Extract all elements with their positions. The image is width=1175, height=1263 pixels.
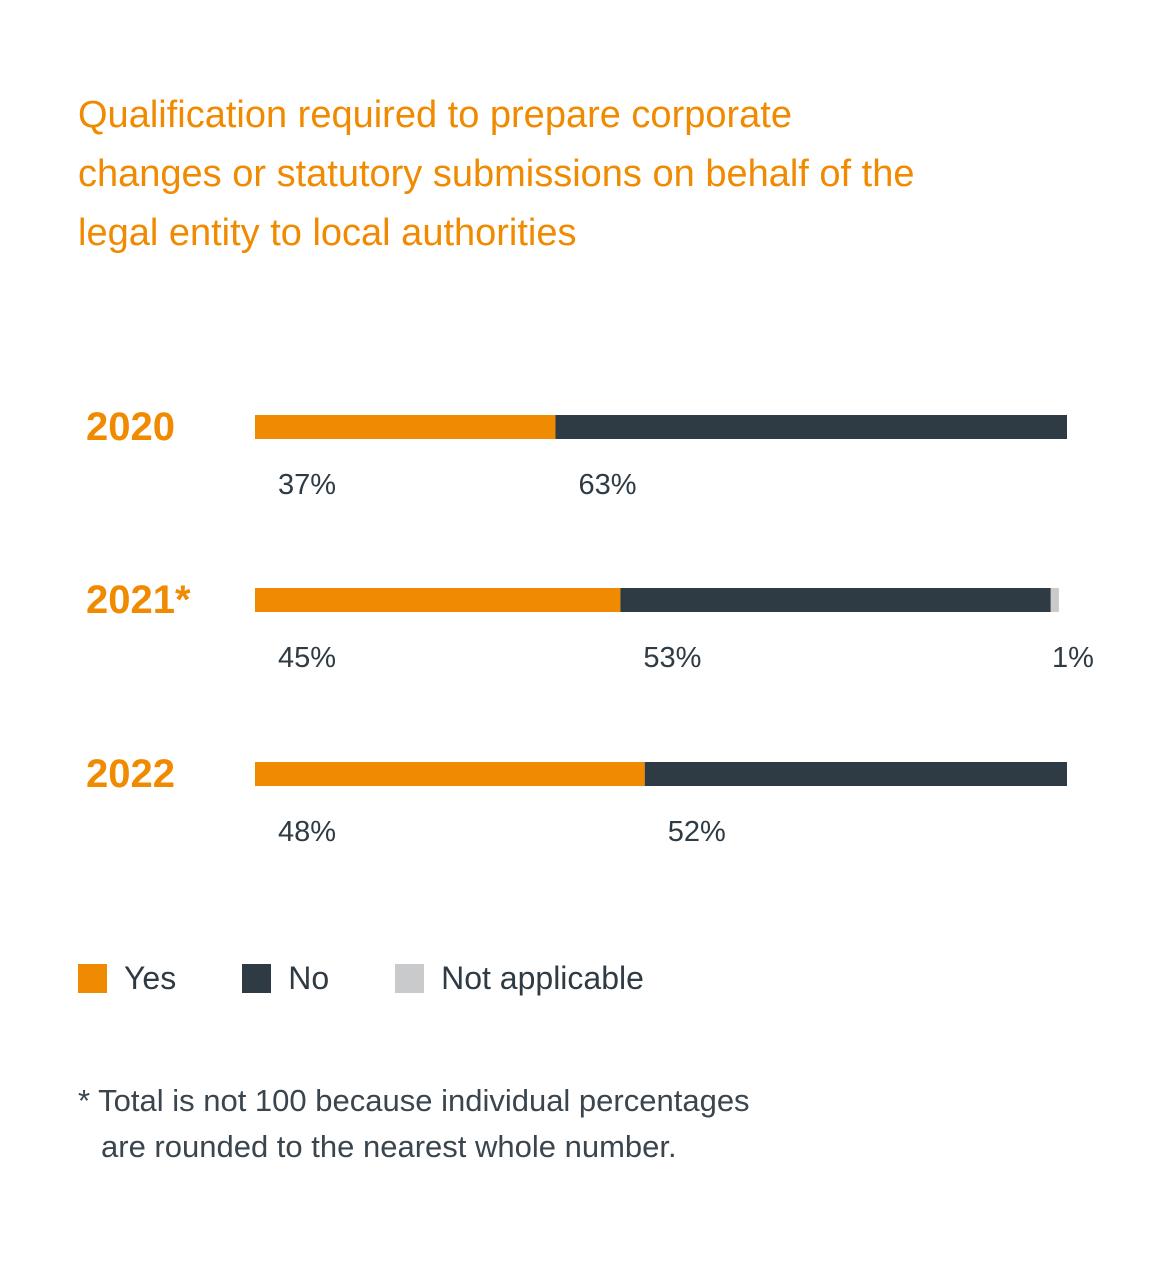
- bar-2020-no: [555, 415, 1067, 439]
- chart-title-line-3: legal entity to local authorities: [78, 212, 577, 254]
- legend-label-yes: Yes: [124, 959, 177, 996]
- legend-swatch-no: [242, 963, 272, 993]
- value-label-2022-no: 52%: [668, 816, 726, 848]
- legend-swatch-not-applicable: [395, 963, 425, 993]
- value-label-2021-yes: 45%: [278, 642, 336, 674]
- bar-2020-yes: [255, 415, 556, 439]
- legend-item-no: No: [242, 960, 329, 997]
- legend: Yes No Not applicable: [78, 958, 710, 998]
- year-label-2020: 2020: [86, 405, 175, 449]
- bar-2022-yes: [255, 762, 645, 786]
- stacked-bar-chart: 2020 37% 63% 2021* 45% 53% 1% 2022 48% 52%: [86, 405, 1094, 848]
- value-label-2021-no: 53%: [643, 642, 701, 674]
- value-label-2020-no: 63%: [578, 469, 636, 501]
- chart-title-line-1: Qualification required to prepare corpor…: [78, 94, 792, 136]
- footnote-line-2: are rounded to the nearest whole number.: [101, 1129, 677, 1164]
- footnote: * Total is not 100 because individual pe…: [78, 1078, 978, 1170]
- legend-swatch-yes: [78, 963, 107, 993]
- bar-2021-not-applicable: [1050, 588, 1059, 612]
- value-label-2022-yes: 48%: [278, 816, 336, 848]
- footnote-line-1: * Total is not 100 because individual pe…: [78, 1083, 750, 1118]
- legend-item-not-applicable: Not applicable: [395, 960, 644, 997]
- bar-2021-yes: [255, 588, 621, 612]
- bar-2021-no: [620, 588, 1051, 612]
- value-label-2021-not-applicable: 1%: [1052, 642, 1094, 674]
- chart-title: Qualification required to prepare corpor…: [78, 86, 1058, 263]
- year-label-2022: 2022: [86, 752, 175, 796]
- bar-2022-no: [644, 762, 1067, 786]
- legend-label-no: No: [288, 959, 330, 996]
- legend-item-yes: Yes: [78, 960, 176, 997]
- legend-label-not-applicable: Not applicable: [441, 959, 644, 996]
- value-label-2020-yes: 37%: [278, 469, 336, 501]
- chart-title-line-2: changes or statutory submissions on beha…: [78, 153, 915, 195]
- year-label-2021: 2021*: [86, 578, 191, 622]
